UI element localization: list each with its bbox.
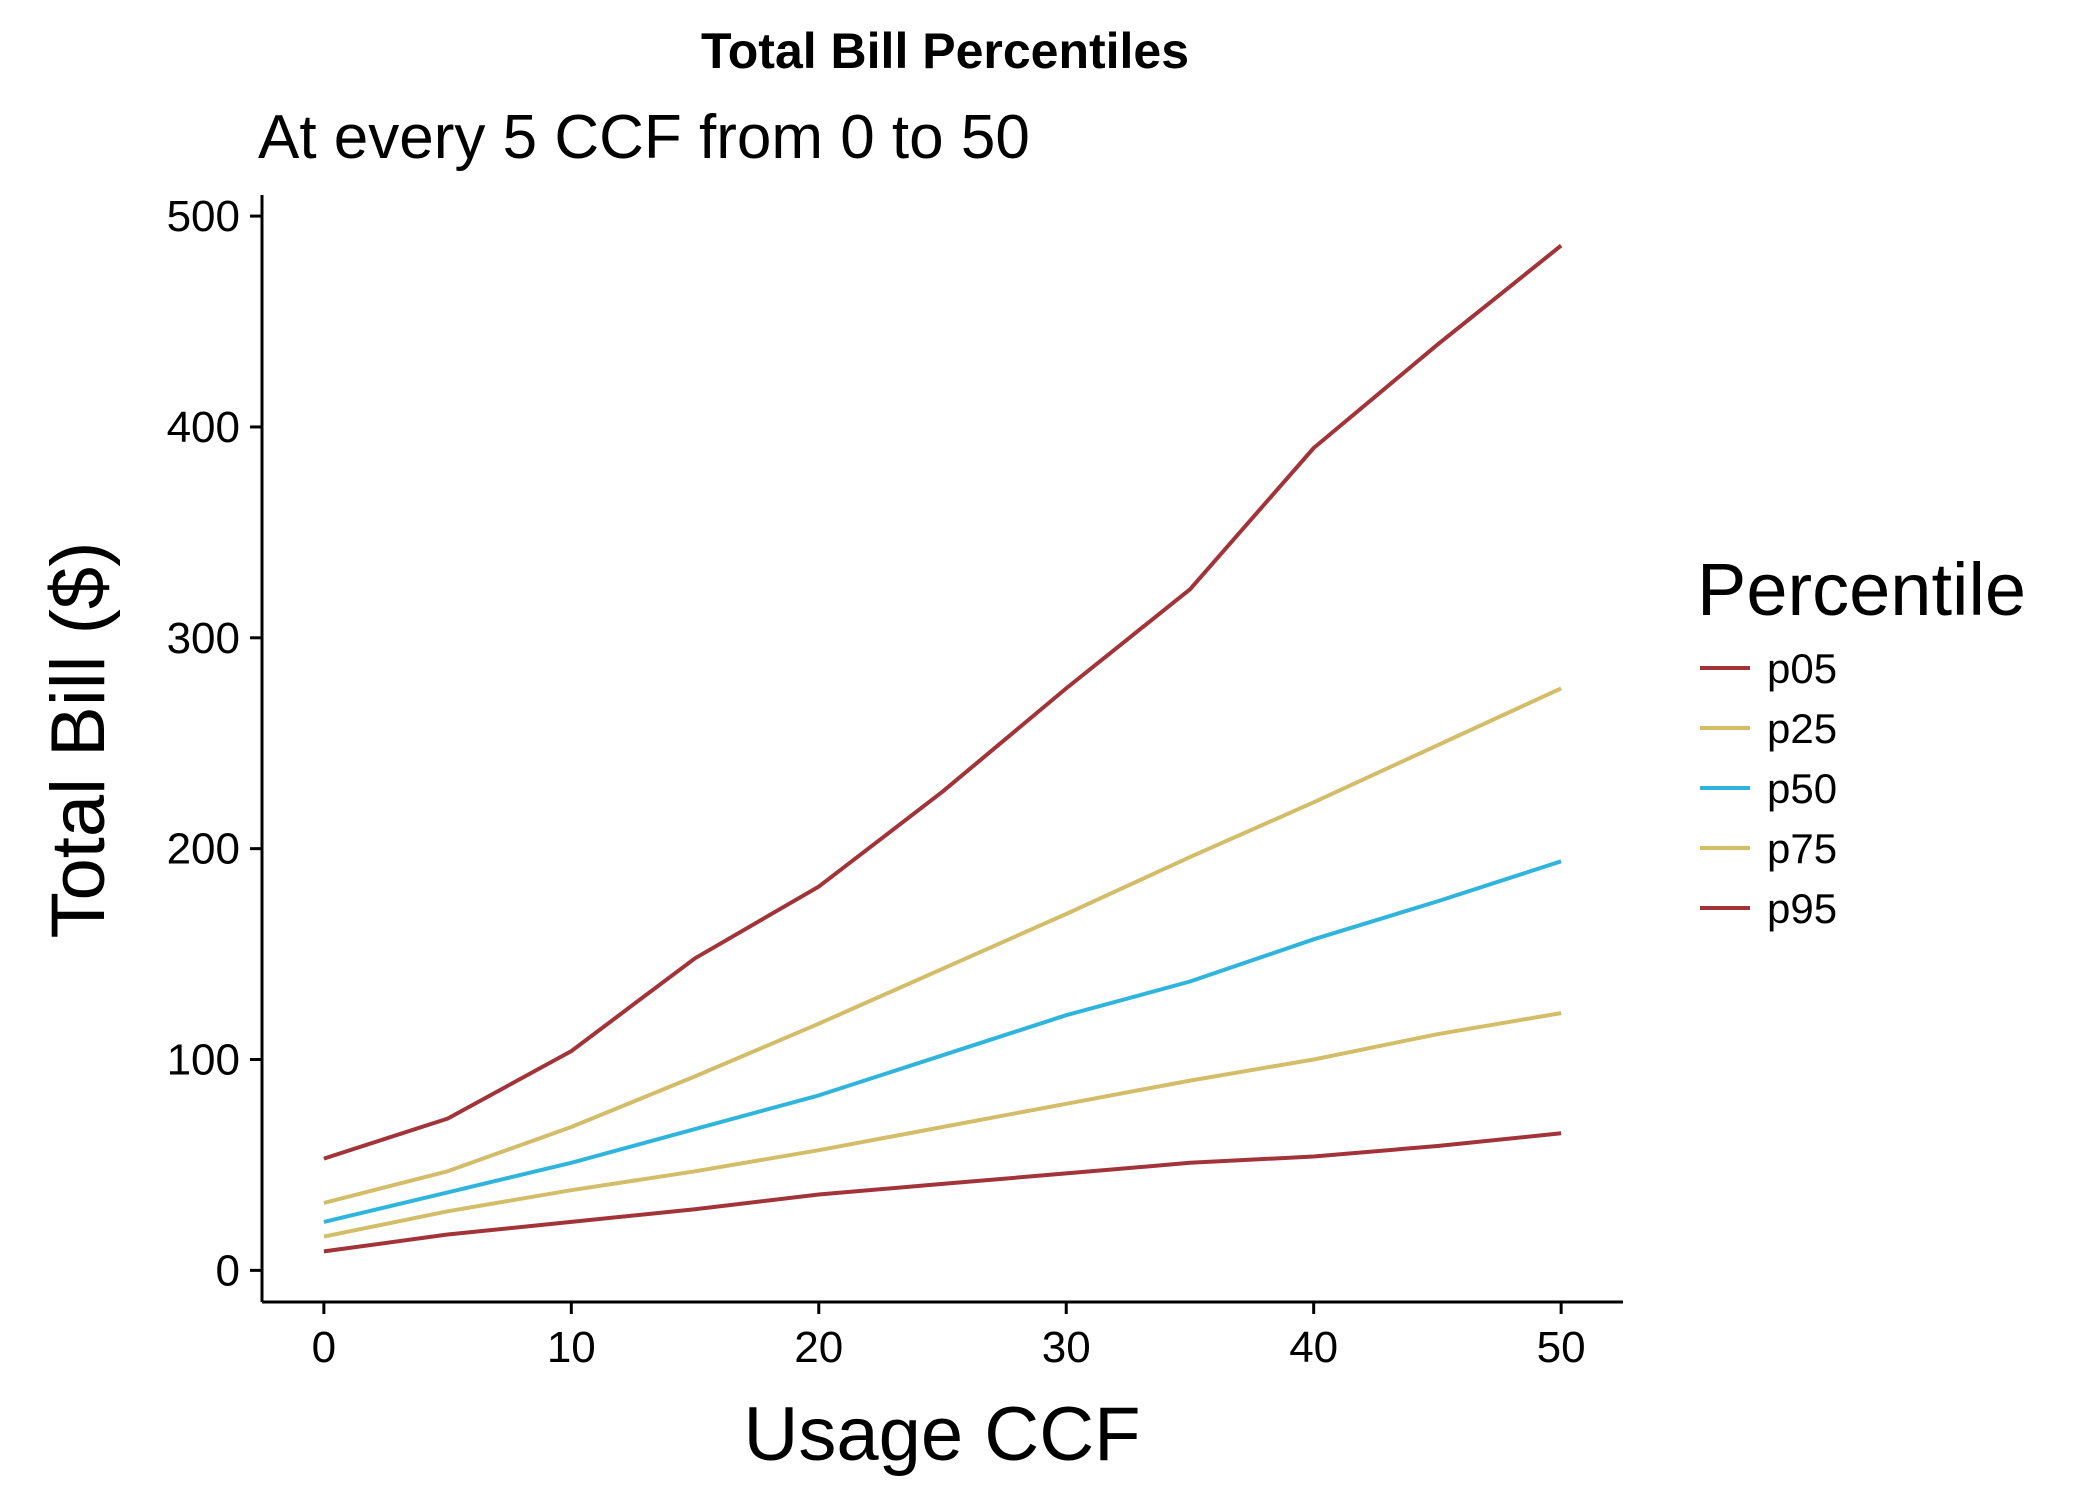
x-tick-label: 40 [1289,1323,1338,1372]
y-ticks: 0 100 200 300 400 500 [167,192,262,1295]
legend-items: p05 p25 p50 p75 p95 [1700,645,1837,932]
y-tick-label: 100 [167,1036,240,1085]
legend-label-p95: p95 [1767,885,1837,932]
y-tick-label: 200 [167,825,240,874]
legend: Percentile p05 p25 p50 p75 p95 [1697,548,2026,932]
y-axis-title: Total Bill ($) [36,542,121,939]
x-axis-title: Usage CCF [744,1392,1141,1477]
series-line-p25 [323,1011,1562,1239]
series-line-p50 [323,859,1562,1224]
x-ticks: 0 10 20 30 40 50 [312,1302,1586,1372]
chart-subtitle: At every 5 CCF from 0 to 50 [258,103,1030,172]
series-line-p75 [323,686,1562,1205]
y-tick-label: 400 [167,403,240,452]
legend-title: Percentile [1697,548,2026,631]
series-lines [323,244,1563,1254]
chart-title: Total Bill Percentiles [701,23,1189,79]
legend-label-p25: p25 [1767,705,1837,752]
legend-label-p50: p50 [1767,765,1837,812]
x-tick-label: 20 [794,1323,843,1372]
x-tick-label: 30 [1042,1323,1091,1372]
legend-label-p05: p05 [1767,645,1837,692]
x-tick-label: 0 [312,1323,336,1372]
y-tick-label: 0 [216,1246,240,1295]
legend-label-p75: p75 [1767,825,1837,872]
series-line-p05 [323,1131,1562,1254]
x-tick-label: 10 [547,1323,596,1372]
plot-area: 0 100 200 300 400 500 0 10 20 30 40 50 [167,192,1623,1372]
y-tick-label: 500 [167,192,240,241]
y-tick-label: 300 [167,614,240,663]
x-tick-label: 50 [1537,1323,1586,1372]
series-line-p95 [323,244,1563,1161]
